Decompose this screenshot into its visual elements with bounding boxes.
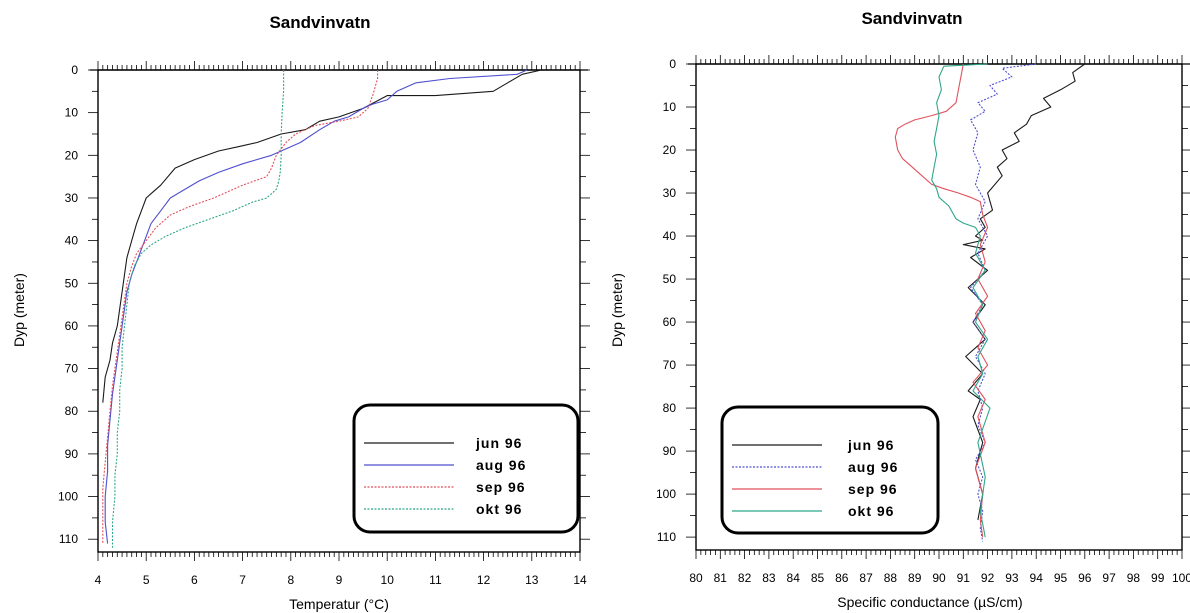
x-axis-label: Temperatur (°C) [289, 596, 389, 612]
x-tick-label: 11 [429, 573, 442, 587]
series-line-sep-96 [102, 70, 379, 544]
y-tick-label: 110 [59, 532, 78, 546]
y-tick-label: 20 [663, 143, 677, 157]
x-tick-label: 98 [1127, 571, 1141, 585]
legend-label: okt 96 [848, 503, 894, 519]
legend-label: jun 96 [475, 435, 522, 451]
x-tick-label: 97 [1102, 571, 1116, 585]
x-tick-label: 99 [1151, 571, 1165, 585]
legend-box [352, 403, 580, 534]
y-tick-label: 50 [65, 276, 79, 290]
series-line-sep-96 [894, 63, 989, 538]
x-tick-label: 80 [689, 571, 703, 585]
legend-label: aug 96 [476, 457, 526, 473]
y-tick-label: 70 [65, 362, 79, 376]
y-tick-label: 0 [669, 57, 676, 71]
y-tick-label: 80 [65, 404, 79, 418]
x-tick-label: 10 [381, 573, 395, 587]
x-tick-label: 94 [1030, 571, 1044, 585]
x-tick-label: 93 [1005, 571, 1019, 585]
x-tick-label: 13 [525, 573, 539, 587]
legend-box [720, 405, 940, 535]
y-tick-label: 20 [65, 148, 79, 162]
series-line-aug-96 [104, 69, 528, 544]
y-tick-label: 10 [663, 100, 677, 114]
x-tick-label: 12 [477, 573, 491, 587]
x-tick-label: 82 [738, 571, 752, 585]
x-tick-label: 89 [908, 571, 922, 585]
legend-label: sep 96 [848, 481, 898, 497]
x-tick-label: 8 [287, 573, 294, 587]
y-tick-label: 0 [71, 63, 78, 77]
y-axis-label: Dyp (meter) [11, 273, 27, 347]
y-tick-label: 40 [65, 234, 79, 248]
legend-label: jun 96 [847, 437, 894, 453]
y-tick-label: 10 [65, 106, 79, 120]
x-tick-label: 92 [981, 571, 995, 585]
series-line-jun-96 [102, 69, 542, 403]
series-line-aug-96 [970, 63, 1037, 542]
x-tick-label: 84 [787, 571, 801, 585]
y-tick-label: 80 [663, 401, 677, 415]
series-line-jun-96 [962, 63, 1086, 521]
x-axis-label: Specific conductance (µS/cm) [837, 594, 1022, 610]
y-tick-label: 70 [663, 358, 677, 372]
y-tick-label: 30 [663, 186, 677, 200]
y-axis-label: Dyp (meter) [609, 273, 625, 347]
y-tick-label: 110 [657, 530, 676, 544]
x-tick-label: 96 [1078, 571, 1092, 585]
y-tick-label: 30 [65, 191, 79, 205]
x-tick-label: 9 [336, 573, 343, 587]
x-tick-label: 6 [191, 573, 198, 587]
x-tick-label: 91 [957, 571, 971, 585]
x-tick-label: 88 [884, 571, 898, 585]
x-tick-label: 5 [143, 573, 150, 587]
y-tick-label: 90 [663, 444, 677, 458]
y-tick-label: 90 [65, 447, 79, 461]
x-tick-label: 85 [811, 571, 825, 585]
legend-label: sep 96 [476, 479, 526, 495]
x-tick-label: 7 [239, 573, 246, 587]
y-tick-label: 100 [58, 490, 78, 504]
y-tick-label: 60 [663, 315, 677, 329]
chart-panel-1: Sandvinvatn Temperatur (°C) Dyp (meter) 4 5 6… [11, 13, 590, 612]
legend-label: okt 96 [476, 501, 522, 517]
x-tick-label: 100 [1172, 571, 1190, 585]
x-tick-label: 81 [714, 571, 728, 585]
x-tick-label: 87 [859, 571, 873, 585]
legend-label: aug 96 [848, 459, 898, 475]
x-tick-label: 95 [1054, 571, 1068, 585]
y-tick-label: 60 [65, 319, 79, 333]
y-tick-label: 100 [656, 487, 676, 501]
x-tick-label: 14 [573, 573, 587, 587]
chart-panel-2: Sandvinvatn Specific conductance (µS/cm) D… [609, 9, 1190, 610]
y-tick-label: 40 [663, 229, 677, 243]
x-tick-label: 83 [762, 571, 776, 585]
x-tick-label: 90 [932, 571, 946, 585]
series-line-okt-96 [931, 63, 991, 538]
y-tick-label: 50 [663, 272, 677, 286]
series-line-okt-96 [111, 70, 285, 548]
chart-title: Sandvinvatn [269, 13, 370, 32]
x-tick-label: 4 [95, 573, 102, 587]
x-tick-label: 86 [835, 571, 849, 585]
chart-title: Sandvinvatn [861, 9, 962, 28]
